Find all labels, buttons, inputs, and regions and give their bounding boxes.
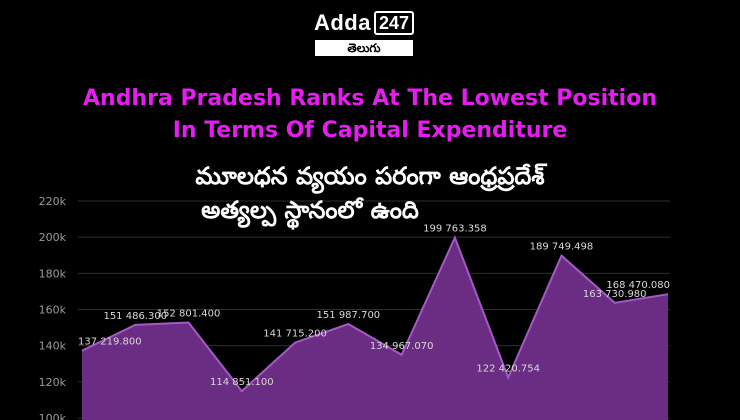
data-label: 168 470.080 [606,280,670,291]
data-label: 151 486.300 [103,311,167,322]
y-tick-label: 180k [39,267,67,280]
y-tick-label: 140k [39,340,67,353]
y-tick-label: 160k [39,304,67,317]
data-label: 137 219.800 [78,337,142,348]
capex-line [81,235,669,393]
data-label: 122 420.754 [476,363,540,374]
data-label: 199 763.358 [423,224,487,235]
data-label: 189 749.498 [530,242,594,253]
y-tick-label: 200k [39,231,67,244]
y-tick-label: 220k [39,195,67,208]
y-tick-label: 100k [39,412,67,420]
y-axis: 100k 120k 140k 160k 180k 200k 220k [39,195,67,420]
logo-language: తెలుగు [315,40,413,56]
logo-brand: Adda [313,10,371,35]
data-label: 163 730.980 [583,289,647,300]
adda247-logo: Adda 247 తెలుగు [313,8,415,58]
title-english-line-2: In Terms Of Capital Expenditure [172,118,568,143]
data-label: 134 967.070 [370,341,434,352]
title-telugu-line-1: మూలధన వ్యయం పరంగా ఆంధ్రప్రదేశ్ [195,162,545,190]
title-telugu-line-2: అత్యల్ప స్థానంలో ఉంది [201,196,419,224]
data-label: 152 801.400 [157,309,221,320]
data-label: 141 715.200 [263,329,327,340]
capex-area [82,237,668,420]
logo-number: 247 [373,11,415,35]
data-label: 151 987.700 [317,310,381,321]
title-english-line-1: Andhra Pradesh Ranks At The Lowest Posit… [83,86,657,111]
data-label: 114 851.100 [210,377,274,388]
y-tick-label: 120k [39,376,67,389]
